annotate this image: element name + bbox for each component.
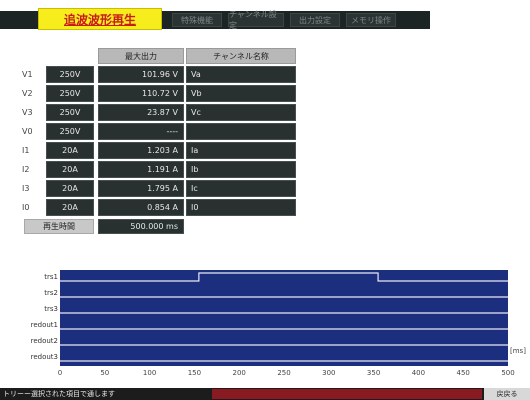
channel-max-output[interactable]: ---- (98, 123, 184, 140)
status-message: トリーー選択された項目で通します (3, 390, 115, 398)
timing-chart-svg (60, 272, 508, 362)
signal-label: trs3 (44, 305, 58, 313)
playback-time-value[interactable]: 500.000 ms (98, 219, 184, 234)
channel-max-output[interactable]: 101.96 V (98, 66, 184, 83)
time-tick: 50 (100, 369, 110, 377)
time-tick: 150 (187, 369, 202, 377)
channel-name[interactable]: Vc (186, 104, 296, 121)
tab-channel-settings[interactable]: チャンネル設定 (228, 10, 284, 30)
channel-max-output[interactable]: 1.191 A (98, 161, 184, 178)
channel-label: I3 (22, 184, 30, 193)
time-tick: 450 (456, 369, 470, 377)
channel-range[interactable]: 250V (46, 123, 94, 140)
channel-label: V0 (22, 127, 33, 136)
channel-label: I0 (22, 203, 30, 212)
signal-label: trs1 (44, 273, 58, 281)
time-tick: 200 (232, 369, 246, 377)
channel-range[interactable]: 250V (46, 66, 94, 83)
header-channel-name: チャンネル名称 (186, 48, 296, 64)
back-button[interactable]: 戻戻る (484, 388, 530, 400)
channel-max-output[interactable]: 0.854 A (98, 199, 184, 216)
channel-label: I1 (22, 146, 30, 155)
channel-label: V3 (22, 108, 33, 117)
channel-name[interactable]: Ic (186, 180, 296, 197)
channel-range[interactable]: 20A (46, 161, 94, 178)
time-tick: 500 (501, 369, 515, 377)
header-max-output: 最大出力 (98, 48, 184, 64)
channel-label: V1 (22, 70, 33, 79)
channel-range[interactable]: 250V (46, 104, 94, 121)
channel-name[interactable] (186, 123, 296, 140)
signal-label: redout2 (30, 337, 58, 345)
status-indicator (212, 389, 482, 399)
tab-special-function[interactable]: 特殊機能 (172, 13, 222, 27)
playback-time-label: 再生時間 (24, 219, 94, 234)
signal-label: trs2 (44, 289, 58, 297)
time-tick: 300 (322, 369, 336, 377)
timing-chart (60, 270, 508, 366)
channel-max-output[interactable]: 23.87 V (98, 104, 184, 121)
top-bar: 追波波形再生 特殊機能 チャンネル設定 出力設定 メモリ操作 (0, 0, 530, 32)
channel-range[interactable]: 250V (46, 85, 94, 102)
channel-label: V2 (22, 89, 33, 98)
time-tick: 350 (366, 369, 381, 377)
channel-max-output[interactable]: 110.72 V (98, 85, 184, 102)
channel-name[interactable]: Vb (186, 85, 296, 102)
channel-name[interactable]: Ia (186, 142, 296, 159)
channel-name[interactable]: Va (186, 66, 296, 83)
channel-range[interactable]: 20A (46, 180, 94, 197)
time-tick: 400 (411, 369, 426, 377)
time-tick: 250 (277, 369, 291, 377)
time-tick: 100 (142, 369, 157, 377)
tab-memory-operation[interactable]: メモリ操作 (346, 13, 396, 27)
channel-range[interactable]: 20A (46, 199, 94, 216)
time-unit: [ms] (510, 347, 526, 355)
tab-output-settings[interactable]: 出力設定 (290, 13, 340, 27)
signal-trace (60, 272, 508, 282)
channel-max-output[interactable]: 1.795 A (98, 180, 184, 197)
tab-waveform-playback[interactable]: 追波波形再生 (38, 8, 162, 30)
channel-name[interactable]: I0 (186, 199, 296, 216)
channel-max-output[interactable]: 1.203 A (98, 142, 184, 159)
signal-label: redout3 (30, 353, 58, 361)
signal-label: redout1 (30, 321, 58, 329)
time-tick: 0 (57, 369, 63, 377)
channel-label: I2 (22, 165, 30, 174)
channel-range[interactable]: 20A (46, 142, 94, 159)
channel-name[interactable]: Ib (186, 161, 296, 178)
